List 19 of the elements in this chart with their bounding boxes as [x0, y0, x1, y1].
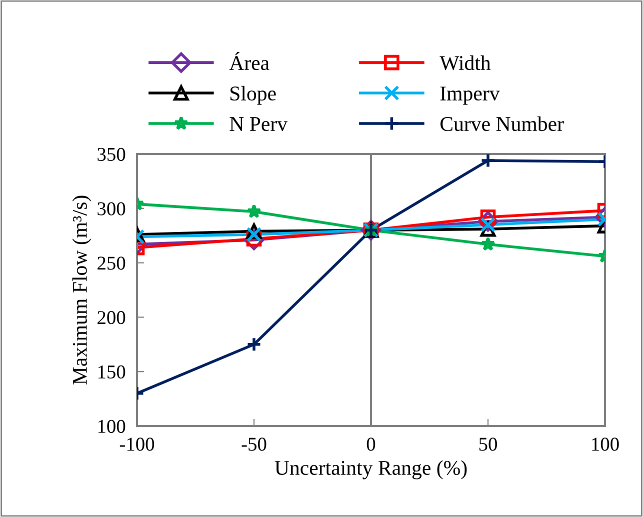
- legend-label: Área: [229, 52, 270, 70]
- y-tick-label: 350: [98, 148, 126, 161]
- y-tick-label: 150: [98, 365, 126, 379]
- y-axis-title: Maximum Flow (m³/s): [72, 196, 92, 385]
- legend-label: Imperv: [440, 86, 500, 105]
- x-tick-label: 0: [366, 438, 376, 451]
- x-tick-label: 50: [479, 438, 497, 451]
- legend-label: Width: [440, 55, 491, 70]
- x-tick-label: -100: [120, 438, 154, 451]
- x-tick-label: 100: [592, 438, 619, 451]
- legend-label: N Perv: [230, 117, 288, 132]
- y-tick-label: 250: [98, 256, 126, 270]
- y-tick-label: 200: [98, 311, 126, 324]
- legend-label: Slope: [230, 86, 276, 105]
- legend-label: Curve Number: [440, 116, 564, 132]
- y-tick-label: 100: [98, 420, 126, 433]
- x-tick-label: -50: [242, 438, 266, 451]
- y-tick-label: 300: [98, 202, 126, 216]
- x-axis-title: Uncertainty Range (%): [274, 460, 467, 480]
